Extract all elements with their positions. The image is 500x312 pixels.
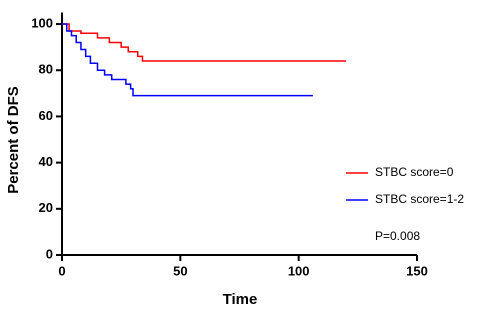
x-tick-label: 0 xyxy=(58,263,65,278)
legend-label: STBC score=0 xyxy=(375,165,454,179)
y-tick-label: 40 xyxy=(39,154,53,169)
survival-line xyxy=(62,23,346,62)
x-axis-title: Time xyxy=(223,291,258,308)
x-tick-label: 100 xyxy=(288,263,310,278)
x-tick-label: 50 xyxy=(173,263,187,278)
survival-line xyxy=(62,23,313,97)
annotation: P=0.008 xyxy=(375,229,420,243)
y-tick-label: 80 xyxy=(39,62,53,77)
y-axis-title: Percent of DFS xyxy=(5,86,22,194)
y-tick-label: 60 xyxy=(39,108,53,123)
y-tick-label: 100 xyxy=(31,15,53,30)
y-tick-label: 20 xyxy=(39,200,53,215)
y-tick-label: 0 xyxy=(46,246,53,261)
x-tick-label: 150 xyxy=(406,263,428,278)
legend-label: STBC score=1-2 xyxy=(375,192,464,206)
